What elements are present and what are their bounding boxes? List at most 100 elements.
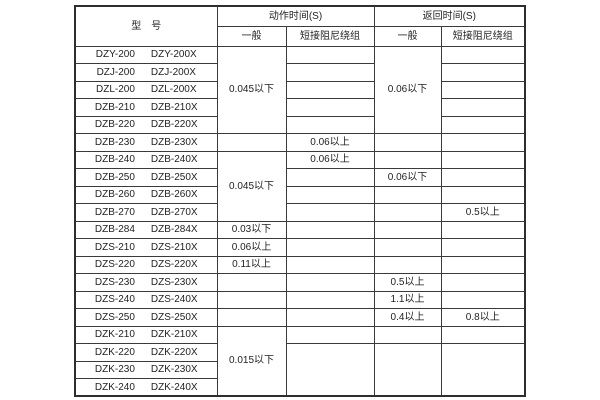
return-general-header: 一般 — [373, 25, 442, 47]
action-damped-cell — [285, 168, 375, 187]
model-name: DZB-260 — [94, 189, 135, 201]
action-general-cell: 0.11以上 — [216, 255, 287, 274]
table-row: DZS-220 DZS-220X 0.11以上 — [74, 255, 526, 274]
model-name: DZS-250 — [94, 311, 135, 323]
model-name-x: DZB-250X — [150, 171, 198, 183]
model-cell: DZS-230 DZS-230X — [74, 273, 218, 292]
action-general-cell: 0.015以下 — [216, 325, 287, 397]
model-name-x: DZB-230X — [150, 136, 198, 148]
return-damped-winding-header: 短接阻尼绕组 — [440, 25, 526, 47]
table-row: DZS-210 DZS-210X 0.06以上 — [74, 238, 526, 257]
return-damped-cell — [440, 255, 526, 274]
table-row: DZS-240 DZS-240X 1.1以上 — [74, 290, 526, 309]
model-name-x: DZB-284X — [150, 224, 198, 236]
table-row: DZB-210 DZB-210X — [74, 98, 526, 117]
action-damped-cell — [285, 290, 375, 309]
table-row: DZL-200 DZL-200X — [74, 80, 526, 99]
table-row: DZS-230 DZS-230X 0.5以上 — [74, 273, 526, 292]
model-name-x: DZS-240X — [150, 294, 198, 306]
model-name: DZK-230 — [94, 364, 135, 376]
return-damped-cell — [440, 150, 526, 169]
model-name-x: DZB-260X — [150, 189, 198, 201]
model-name: DZY-200 — [95, 49, 135, 61]
action-general-cell — [216, 133, 287, 152]
table-row: DZY-200 DZY-200X 0.045以下 0.06以下 — [74, 45, 526, 134]
action-general-cell — [216, 290, 287, 309]
model-cell: DZS-220 DZS-220X — [74, 255, 218, 274]
model-cell: DZB-220 DZB-220X — [74, 115, 218, 134]
model-name-x: DZB-210X — [150, 101, 198, 113]
return-general-cell: 0.4以上 — [373, 308, 442, 327]
header-row-subcolumns: 一般 短接阻尼绕组 一般 短接阻尼绕组 — [75, 25, 526, 47]
action-damped-cell — [285, 325, 375, 344]
model-name: DZS-240 — [94, 294, 135, 306]
model-name: DZJ-200 — [96, 66, 135, 78]
action-general-cell: 0.06以上 — [216, 238, 287, 257]
model-cell: DZK-230 DZK-230X — [74, 360, 218, 379]
action-general-cell: 0.045以下 — [216, 150, 287, 222]
return-general-cell — [373, 133, 442, 152]
action-damped-cell — [285, 63, 375, 82]
action-general-header: 一般 — [216, 25, 287, 47]
model-name-x: DZK-210X — [150, 329, 198, 341]
return-damped-cell: 0.5以上 — [440, 203, 526, 222]
return-general-cell: 0.5以上 — [373, 273, 442, 292]
return-general-cell — [373, 185, 442, 204]
model-name: DZS-230 — [94, 276, 135, 288]
model-cell: DZK-210 DZK-210X — [74, 325, 218, 344]
table-row: DZB-260 DZB-260X — [74, 185, 526, 204]
return-general-cell: 1.1以上 — [373, 290, 442, 309]
return-general-cell — [373, 150, 442, 169]
model-name-x: DZK-220X — [150, 346, 198, 358]
model-cell: DZB-284 DZB-284X — [74, 220, 218, 239]
model-cell: DZJ-200 DZJ-200X — [74, 63, 218, 82]
action-damped-cell — [285, 343, 375, 397]
table-row: DZK-230 DZK-230X — [74, 360, 525, 379]
table-row: DZB-220 DZB-220X — [74, 115, 526, 134]
model-cell: DZK-240 DZK-240X — [74, 378, 218, 397]
model-cell: DZS-210 DZS-210X — [74, 238, 218, 257]
action-damped-cell — [285, 115, 375, 134]
return-general-cell — [373, 255, 442, 274]
header-row-groups: 型 号 动作时间(S) 返回时间(S) — [74, 5, 526, 47]
action-damped-cell — [285, 45, 375, 64]
model-name-x: DZB-240X — [150, 154, 198, 166]
model-name-x: DZS-230X — [150, 276, 198, 288]
model-column-header: 型 号 — [74, 5, 218, 47]
model-name-x: DZL-200X — [150, 84, 197, 96]
table-row: DZK-210 DZK-210X 0.015以下 — [74, 325, 526, 397]
model-name-x: DZS-220X — [150, 259, 198, 271]
model-name: DZB-220 — [94, 119, 135, 131]
table-row: DZB-284 DZB-284X 0.03以下 — [74, 220, 526, 239]
model-name: DZB-250 — [94, 171, 135, 183]
return-damped-cell — [440, 185, 526, 204]
action-general-cell: 0.03以下 — [216, 220, 287, 239]
table-row: DZK-240 DZK-240X — [74, 378, 525, 397]
model-name-x: DZS-210X — [150, 241, 198, 253]
return-general-cell — [373, 325, 442, 344]
return-general-cell: 0.06以下 — [373, 168, 442, 187]
model-cell: DZB-230 DZB-230X — [74, 133, 218, 152]
return-damped-cell — [440, 273, 526, 292]
model-name: DZS-220 — [94, 259, 135, 271]
model-cell: DZB-250 DZB-250X — [74, 168, 218, 187]
action-damped-cell — [285, 203, 375, 222]
table-row: DZB-270 DZB-270X 0.5以上 — [74, 203, 526, 222]
action-general-cell — [216, 273, 287, 292]
action-general-cell: 0.045以下 — [216, 45, 287, 134]
return-damped-cell — [440, 80, 526, 99]
return-general-cell: 0.06以下 — [373, 45, 442, 134]
return-general-cell — [373, 343, 442, 397]
model-name: DZB-270 — [94, 206, 135, 218]
return-damped-cell: 0.8以上 — [440, 308, 526, 327]
return-damped-cell — [440, 325, 526, 344]
model-cell: DZS-250 DZS-250X — [74, 308, 218, 327]
model-name-x: DZB-270X — [150, 206, 198, 218]
table-row: DZB-230 DZB-230X 0.06以上 — [74, 133, 526, 152]
model-cell: DZB-240 DZB-240X — [74, 150, 218, 169]
model-name: DZK-210 — [94, 329, 135, 341]
action-damped-cell — [285, 273, 375, 292]
model-name: DZS-210 — [94, 241, 135, 253]
return-damped-cell — [440, 220, 526, 239]
model-name-x: DZB-220X — [150, 119, 198, 131]
